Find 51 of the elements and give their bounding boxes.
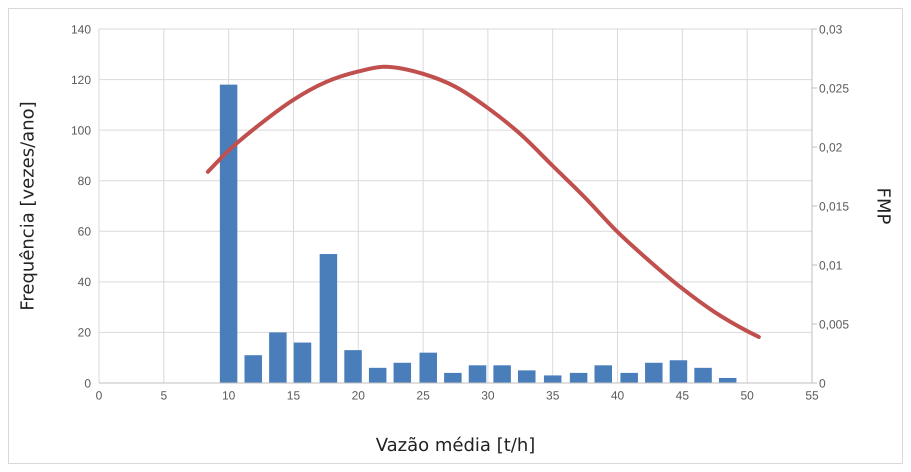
- y2-tick-label: 0,01: [819, 258, 843, 272]
- bar: [394, 362, 412, 383]
- x-tick-label: 30: [481, 388, 495, 403]
- y2-tick-label: 0,02: [819, 140, 843, 154]
- y-axis-title: Frequência [vezes/ano]: [17, 101, 38, 311]
- y-tick-label: 120: [70, 72, 92, 87]
- bar: [220, 84, 238, 383]
- bar: [444, 372, 462, 383]
- x-tick-label: 20: [352, 388, 366, 403]
- bar: [269, 332, 287, 383]
- y-tick-label: 60: [78, 224, 92, 239]
- x-axis-title: Vazão média [t/h]: [376, 435, 536, 456]
- x-tick-label: 55: [805, 388, 819, 403]
- bar: [620, 372, 638, 383]
- x-tick-label: 15: [286, 388, 300, 403]
- x-tick-label: 50: [740, 388, 754, 403]
- bar: [493, 365, 511, 383]
- bar: [694, 368, 712, 383]
- x-tick-label: 0: [96, 388, 103, 403]
- x-tick-label: 40: [610, 388, 625, 403]
- y-tick-label: 140: [70, 22, 92, 36]
- y2-tick-label: 0: [819, 376, 826, 390]
- line-series: [206, 64, 761, 339]
- y2-tick-label: 0,005: [819, 317, 850, 332]
- bar: [320, 254, 338, 383]
- bar: [594, 365, 612, 383]
- bar: [570, 372, 588, 383]
- bar: [670, 360, 688, 383]
- bar: [645, 362, 663, 383]
- x-tick-label: 5: [160, 388, 168, 403]
- bar: [368, 368, 386, 383]
- x-tick-label: 35: [546, 388, 560, 403]
- bar: [518, 370, 536, 383]
- y-tick-label: 80: [78, 174, 92, 188]
- y2-tick-label: 0,025: [819, 81, 850, 96]
- x-tick-label: 45: [676, 388, 690, 403]
- bar: [244, 355, 262, 383]
- y-tick-label: 0: [84, 376, 92, 390]
- y2-tick-label: 0,03: [819, 22, 843, 36]
- bar: [344, 350, 362, 383]
- y-tick-label: 100: [70, 123, 92, 138]
- bar: [294, 342, 312, 383]
- x-tick-label: 10: [222, 388, 236, 403]
- bar: [468, 365, 486, 383]
- y-tick-label: 20: [78, 326, 92, 340]
- y2-tick-label: 0,015: [819, 199, 850, 214]
- y2-axis-title: FMP: [872, 188, 894, 225]
- bar: [419, 352, 437, 383]
- y-tick-label: 40: [78, 275, 92, 290]
- x-tick-label: 25: [416, 388, 430, 403]
- bar: [544, 375, 562, 383]
